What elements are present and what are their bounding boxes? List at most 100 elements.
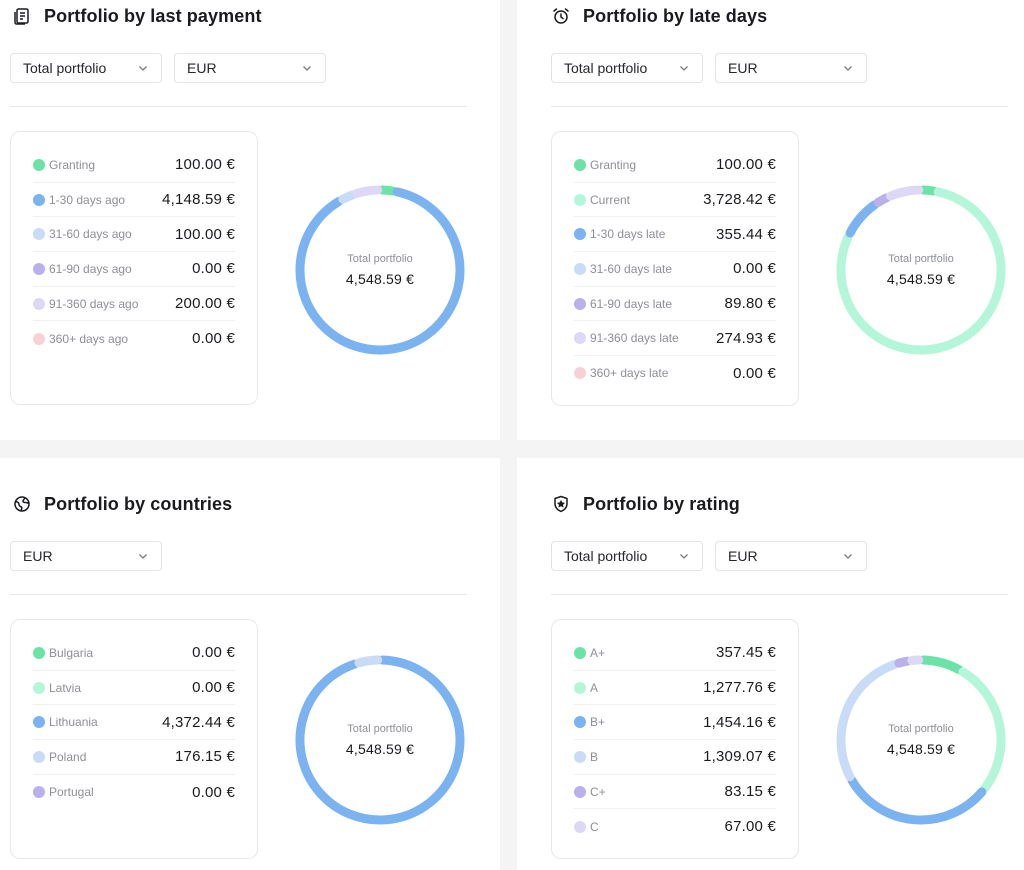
- panel-title: Portfolio by last payment: [44, 5, 262, 26]
- legend-label: 61-90 days late: [590, 296, 673, 311]
- portfolio-select[interactable]: Total portfolio: [551, 541, 703, 571]
- donut-segment[interactable]: [352, 185, 383, 198]
- legend-value: 355.44 €: [716, 225, 776, 243]
- donut-segment[interactable]: [845, 200, 879, 238]
- legend-value: 1,277.76 €: [703, 679, 776, 697]
- legend-key: A: [574, 681, 598, 695]
- legend-key: 91-360 days ago: [33, 297, 138, 311]
- legend-key: Current: [574, 193, 630, 207]
- legend-row: B+ 1,454.16 €: [574, 705, 776, 741]
- donut-label: Total portfolio: [347, 723, 413, 735]
- chevron-down-icon: [842, 550, 854, 562]
- currency-select[interactable]: EUR: [715, 53, 867, 83]
- legend-row: Current 3,728.42 €: [574, 183, 776, 218]
- legend-dot: [33, 332, 45, 345]
- alarm-clock-icon: [551, 6, 571, 26]
- donut-segment[interactable]: [354, 655, 383, 668]
- panel-last-payment: Portfolio by last payment Total portfoli…: [0, 0, 500, 440]
- legend-label: C+: [590, 784, 606, 799]
- divider: [10, 594, 467, 595]
- legend-dot: [33, 646, 45, 659]
- donut-segment[interactable]: [907, 655, 924, 666]
- currency-select[interactable]: EUR: [174, 53, 326, 83]
- legend-label: Poland: [49, 749, 87, 764]
- donut-segment[interactable]: [847, 776, 987, 825]
- legend-label: A: [590, 680, 599, 695]
- donut-center: Total portfolio 4,548.59 €: [831, 650, 1011, 830]
- legend-key: 61-90 days late: [574, 297, 672, 311]
- portfolio-select[interactable]: Total portfolio: [10, 53, 162, 83]
- legend-row: Granting 100.00 €: [33, 148, 235, 183]
- currency-select-value: EUR: [23, 548, 53, 564]
- legend-value: 4,148.59 €: [162, 191, 235, 209]
- legend-key: C+: [574, 785, 606, 799]
- panel-late-days: Portfolio by late days Total portfolio E…: [517, 0, 1024, 440]
- legend-dot: [574, 785, 586, 798]
- chevron-down-icon: [842, 62, 854, 74]
- legend-card: Granting 100.00 € 1-30 days ago 4,148.59 € 3…: [10, 131, 258, 405]
- legend-dot: [33, 786, 45, 799]
- donut-chart: Total portfolio 4,548.59 €: [831, 180, 1011, 360]
- currency-select-value: EUR: [187, 60, 217, 76]
- legend-value: 0.00 €: [192, 644, 235, 662]
- legend-row: A+ 357.45 €: [574, 636, 776, 671]
- currency-select[interactable]: EUR: [10, 541, 162, 571]
- filter-selects: Total portfolio EUR: [551, 541, 867, 571]
- donut-center: Total portfolio 4,548.59 €: [290, 650, 470, 830]
- donut-segment[interactable]: [886, 185, 924, 201]
- legend-label: 61-90 days ago: [49, 261, 132, 276]
- legend-label: Granting: [590, 157, 637, 172]
- donut-segment[interactable]: [836, 659, 900, 782]
- legend-value: 0.00 €: [192, 783, 235, 801]
- donut-segment[interactable]: [958, 667, 1006, 793]
- legend-key: Granting: [33, 158, 95, 172]
- legend-dot: [574, 681, 586, 694]
- legend-label: 91-360 days late: [590, 331, 679, 346]
- legend-row: Portugal 0.00 €: [33, 775, 235, 810]
- panel-countries: Portfolio by countries EUR Bulgaria 0.00 …: [0, 458, 500, 870]
- legend-dot: [33, 681, 45, 694]
- legend-dot: [574, 820, 586, 833]
- legend-key: 1-30 days ago: [33, 193, 125, 207]
- legend-label: B: [590, 749, 599, 764]
- legend-value: 100.00 €: [175, 156, 235, 174]
- panel-title: Portfolio by late days: [583, 5, 768, 26]
- donut-label: Total portfolio: [888, 723, 954, 735]
- donut-segment[interactable]: [295, 187, 465, 355]
- legend-row: C 67.00 €: [574, 809, 776, 844]
- donut-segment[interactable]: [295, 655, 465, 825]
- legend-key: Granting: [574, 158, 636, 172]
- legend-key: 91-360 days late: [574, 331, 679, 345]
- legend-value: 100.00 €: [175, 225, 235, 243]
- legend-key: 1-30 days late: [574, 227, 665, 241]
- legend-value: 1,454.16 €: [703, 713, 776, 731]
- legend-label: Latvia: [49, 680, 82, 695]
- panel-header: Portfolio by countries: [12, 488, 480, 520]
- currency-select[interactable]: EUR: [715, 541, 867, 571]
- panel-header: Portfolio by late days: [551, 0, 1004, 32]
- legend-key: C: [574, 820, 599, 834]
- donut-chart: Total portfolio 4,548.59 €: [831, 650, 1011, 830]
- divider: [10, 106, 467, 107]
- legend-value: 67.00 €: [724, 818, 776, 836]
- donut-segment[interactable]: [918, 655, 964, 675]
- donut-total: 4,548.59 €: [345, 741, 415, 757]
- legend-label: 1-30 days ago: [49, 192, 126, 207]
- legend-key: Bulgaria: [33, 646, 93, 660]
- legend-key: 31-60 days late: [574, 262, 672, 276]
- chevron-down-icon: [678, 62, 690, 74]
- legend-dot: [33, 158, 45, 171]
- chevron-down-icon: [137, 550, 149, 562]
- legend-row: Bulgaria 0.00 €: [33, 636, 235, 671]
- filter-selects: EUR: [10, 541, 162, 571]
- legend-dot: [574, 158, 586, 171]
- legend-value: 200.00 €: [175, 295, 235, 313]
- donut-center: Total portfolio 4,548.59 €: [290, 180, 470, 360]
- legend-dot: [574, 750, 586, 763]
- legend-label: Granting: [49, 157, 96, 172]
- donut-segment[interactable]: [836, 187, 1006, 355]
- donut-total: 4,548.59 €: [886, 271, 956, 287]
- legend-row: 91-360 days late 274.93 €: [574, 321, 776, 357]
- legend-value: 83.15 €: [724, 783, 776, 801]
- portfolio-select[interactable]: Total portfolio: [551, 53, 703, 83]
